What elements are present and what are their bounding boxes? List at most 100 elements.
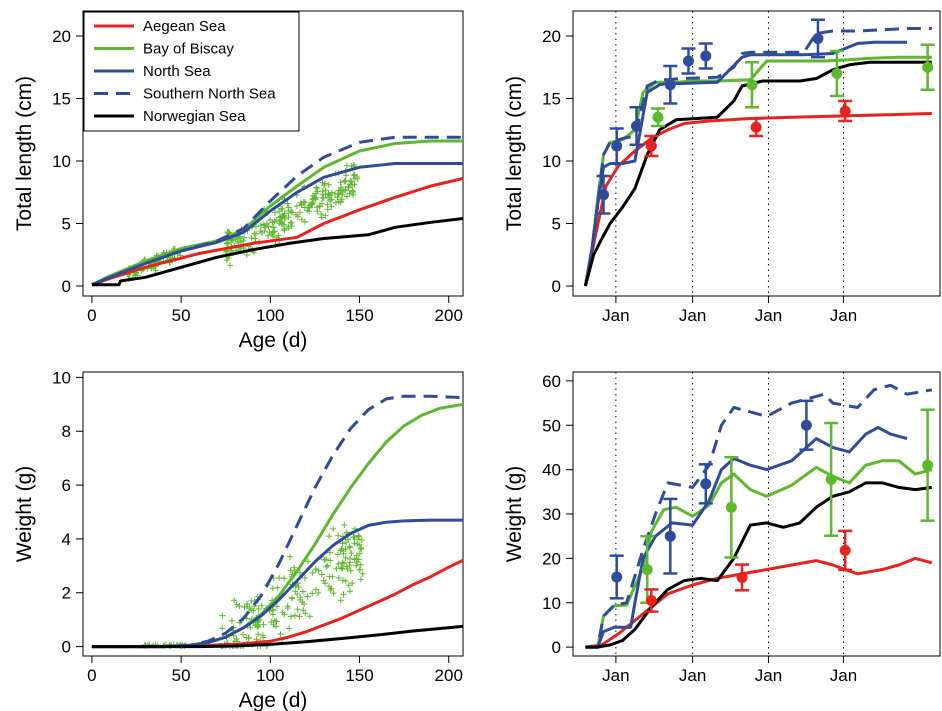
observation-point (287, 208, 294, 215)
observation-point (357, 561, 364, 568)
series-line-norwegian (91, 624, 463, 649)
observation-point (334, 551, 341, 558)
observation-point (319, 188, 326, 195)
observation-point (349, 181, 356, 188)
observation-point (260, 621, 267, 628)
data-point-north (810, 18, 825, 59)
observation-point (343, 193, 350, 200)
observation-point (322, 212, 329, 219)
observation-point (241, 234, 248, 241)
point-marker (700, 50, 712, 62)
observation-point (312, 566, 319, 573)
data-point-biscay (824, 421, 839, 537)
observation-point (340, 560, 347, 567)
x-tick-label: 150 (345, 666, 373, 685)
observation-point (295, 584, 302, 591)
observation-point (321, 557, 328, 564)
observation-point (277, 631, 284, 638)
observation-point (345, 536, 352, 543)
y-tick-label: 0 (62, 638, 71, 657)
observation-point (300, 588, 307, 595)
observation-point (224, 229, 231, 236)
observation-point (335, 198, 342, 205)
observation-point (342, 577, 349, 584)
observation-point (258, 602, 265, 609)
point-marker (664, 79, 676, 91)
observation-point (323, 563, 330, 570)
observation-point (309, 569, 316, 576)
plot-area (91, 135, 463, 287)
data-point-north (609, 554, 624, 600)
point-marker (922, 61, 934, 73)
observation-point (288, 223, 295, 230)
point-marker (812, 33, 824, 44)
observation-point (288, 613, 295, 620)
observation-point (342, 172, 349, 179)
observation-point (335, 574, 342, 581)
x-tick-label: 200 (435, 666, 463, 685)
observation-point (245, 634, 252, 641)
observation-point (353, 552, 360, 559)
data-point-biscay (829, 49, 844, 98)
observation-point (330, 525, 337, 532)
series-line-biscay (91, 402, 463, 649)
observation-point (289, 209, 296, 216)
observation-point (219, 612, 226, 619)
observation-point (350, 191, 357, 198)
observation-point (281, 210, 288, 217)
data-point-biscay (724, 455, 739, 559)
observation-point (347, 567, 354, 574)
observation-point (354, 540, 361, 547)
point-marker (641, 563, 653, 575)
series-line-biscay (91, 139, 463, 287)
observation-point (327, 197, 334, 204)
observation-point (355, 533, 362, 540)
observation-point (320, 577, 327, 584)
x-tick-label: Jan (830, 666, 857, 685)
observation-point (338, 184, 345, 191)
x-tick-label: Jan (679, 306, 706, 325)
observation-point (285, 204, 292, 211)
observation-point (358, 537, 365, 544)
observation-point (238, 238, 245, 245)
observation-point (338, 563, 345, 570)
y-tick-label: 20 (542, 27, 561, 46)
observation-point (300, 607, 307, 614)
observation-point (274, 584, 281, 591)
point-marker (611, 571, 623, 583)
observation-point (299, 599, 306, 606)
point-marker (800, 419, 812, 431)
point-marker (746, 79, 758, 91)
observation-point (354, 536, 361, 543)
observation-point (315, 589, 322, 596)
observation-point (297, 594, 304, 601)
observation-point (340, 591, 347, 598)
observation-point (236, 235, 243, 242)
observation-point (339, 559, 346, 566)
observation-point (281, 611, 288, 618)
observation-point (348, 162, 355, 169)
observation-point (335, 560, 342, 567)
observation-point (326, 533, 333, 540)
x-tick-label: Jan (755, 306, 782, 325)
plot-frame (572, 10, 941, 297)
observation-point (281, 227, 288, 234)
observation-point (329, 573, 336, 580)
observation-point (304, 593, 311, 600)
point-marker (645, 595, 657, 607)
observation-point (346, 190, 353, 197)
observation-point (240, 631, 247, 638)
observation-point (288, 594, 295, 601)
y-tick-label: 8 (62, 422, 71, 441)
observation-point (351, 540, 358, 547)
point-marker (750, 121, 762, 133)
y-tick-label: 5 (552, 215, 561, 234)
data-point-aegean (749, 117, 764, 138)
point-marker (922, 459, 934, 471)
point-marker (725, 501, 737, 513)
observation-point (356, 541, 363, 548)
observation-point (338, 196, 345, 203)
observation-point (348, 178, 355, 185)
series-line-southern_north (583, 27, 932, 287)
data-point-north (609, 127, 624, 165)
